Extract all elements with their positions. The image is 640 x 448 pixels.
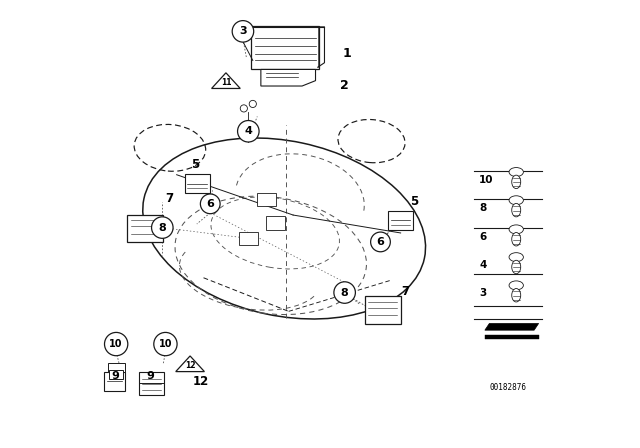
Text: 00182876: 00182876 — [489, 383, 526, 392]
Text: 10: 10 — [109, 339, 123, 349]
Text: 4: 4 — [479, 260, 486, 270]
FancyBboxPatch shape — [365, 297, 401, 323]
Circle shape — [240, 105, 248, 112]
Text: 11: 11 — [221, 78, 231, 87]
FancyBboxPatch shape — [388, 211, 413, 230]
Ellipse shape — [509, 281, 524, 290]
Ellipse shape — [509, 168, 524, 177]
Text: 10: 10 — [159, 339, 172, 349]
Text: 8: 8 — [479, 203, 486, 213]
Polygon shape — [261, 69, 316, 86]
Ellipse shape — [512, 203, 521, 217]
Polygon shape — [485, 323, 539, 330]
Text: 5: 5 — [410, 195, 418, 208]
FancyBboxPatch shape — [239, 232, 258, 245]
FancyBboxPatch shape — [257, 193, 276, 206]
Text: 4: 4 — [244, 126, 252, 136]
Ellipse shape — [512, 260, 521, 274]
Ellipse shape — [512, 233, 521, 246]
Ellipse shape — [509, 225, 524, 234]
Ellipse shape — [509, 253, 524, 262]
Circle shape — [371, 232, 390, 252]
Circle shape — [152, 217, 173, 238]
FancyBboxPatch shape — [485, 335, 539, 339]
Text: 7: 7 — [401, 284, 409, 298]
Circle shape — [237, 121, 259, 142]
Ellipse shape — [509, 196, 524, 205]
Text: 6: 6 — [206, 199, 214, 209]
Circle shape — [334, 282, 355, 303]
Text: 2: 2 — [340, 78, 349, 92]
FancyBboxPatch shape — [266, 216, 285, 230]
Text: 8: 8 — [159, 223, 166, 233]
Ellipse shape — [512, 175, 521, 189]
Text: 3: 3 — [479, 289, 486, 298]
Text: 5: 5 — [191, 158, 200, 172]
Polygon shape — [176, 356, 204, 371]
Text: 6: 6 — [376, 237, 385, 247]
Circle shape — [200, 194, 220, 214]
FancyBboxPatch shape — [127, 215, 163, 242]
Ellipse shape — [512, 289, 521, 302]
Text: 12: 12 — [185, 361, 195, 370]
Circle shape — [104, 332, 128, 356]
Circle shape — [154, 332, 177, 356]
FancyBboxPatch shape — [108, 363, 125, 372]
Text: 8: 8 — [340, 288, 349, 297]
Text: 3: 3 — [239, 26, 247, 36]
Text: 7: 7 — [165, 191, 173, 205]
Text: 9: 9 — [111, 371, 119, 381]
Text: 1: 1 — [342, 47, 351, 60]
Text: 12: 12 — [193, 375, 209, 388]
Text: 9: 9 — [147, 371, 155, 381]
Circle shape — [249, 100, 257, 108]
Text: 10: 10 — [479, 175, 493, 185]
Circle shape — [232, 21, 253, 42]
FancyBboxPatch shape — [104, 372, 125, 391]
FancyBboxPatch shape — [185, 174, 210, 193]
FancyBboxPatch shape — [252, 26, 319, 69]
Text: 6: 6 — [479, 233, 486, 242]
FancyBboxPatch shape — [109, 370, 123, 379]
Polygon shape — [212, 73, 240, 88]
FancyBboxPatch shape — [139, 372, 164, 395]
